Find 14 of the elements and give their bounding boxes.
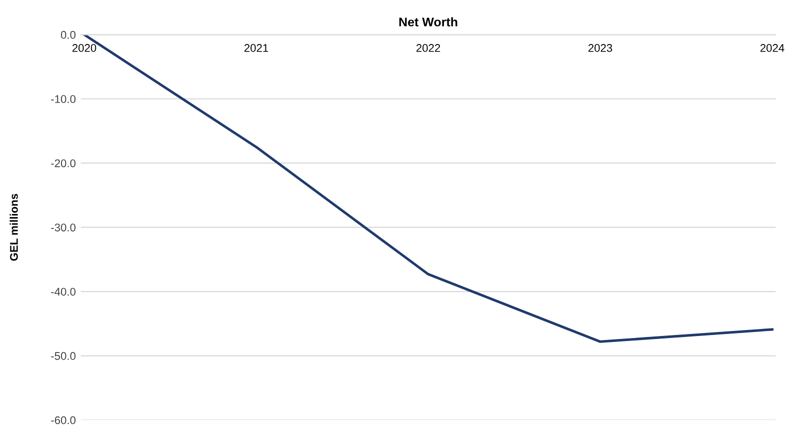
x-tick-label: 2024 — [760, 44, 784, 52]
y-tick-label: -50.0 — [51, 352, 76, 360]
chart-title: Net Worth — [399, 17, 458, 26]
y-tick-label: -20.0 — [51, 159, 76, 168]
y-tick-label: -40.0 — [51, 288, 76, 296]
x-tick-label: 2020 — [72, 44, 96, 52]
y-tick-label: -10.0 — [51, 95, 76, 104]
y-tick-label: 0.0 — [60, 30, 76, 39]
x-tick-label: 2022 — [416, 44, 440, 52]
x-tick-label: 2023 — [588, 44, 612, 52]
y-axis-title: GEL millions — [10, 194, 18, 261]
x-tick-label: 2021 — [244, 44, 268, 52]
y-tick-label: -30.0 — [51, 224, 76, 232]
y-tick-label: -60.0 — [51, 416, 76, 424]
